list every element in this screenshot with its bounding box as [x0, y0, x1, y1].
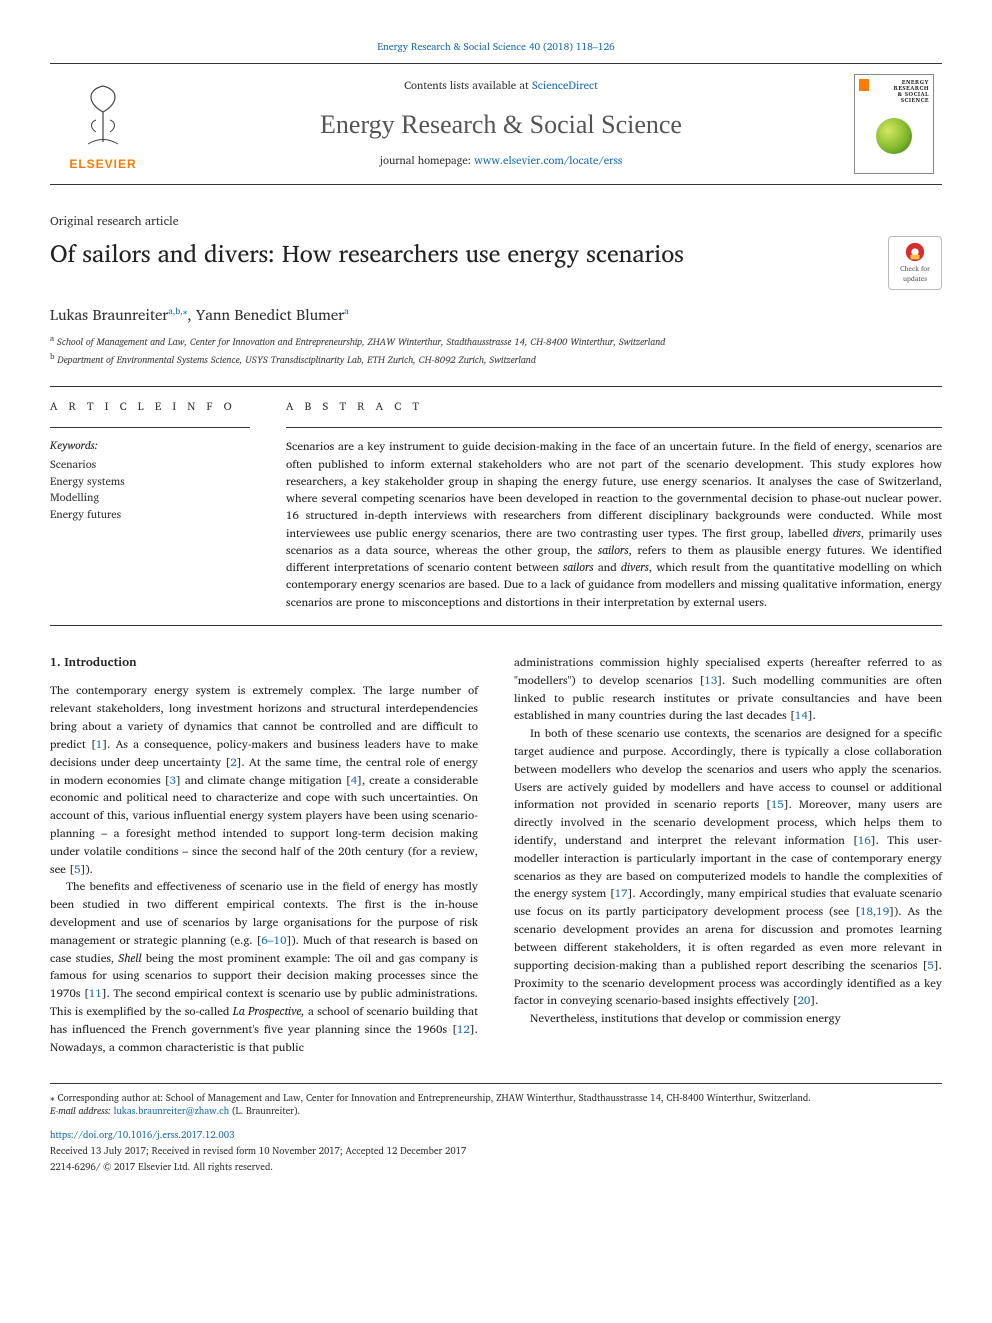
ref-link[interactable]: 17	[615, 884, 628, 903]
ref-link[interactable]: 15	[771, 795, 784, 814]
corr-email-link[interactable]: lukas.braunreiter@zhaw.ch	[114, 1104, 230, 1119]
footnotes: ⁎ Corresponding author at: School of Man…	[50, 1083, 942, 1175]
keywords-heading: Keywords:	[50, 438, 250, 454]
author-1-aff: a,b,	[168, 303, 183, 318]
running-header: Energy Research & Social Science 40 (201…	[50, 40, 942, 55]
ref-link[interactable]: 11	[89, 984, 102, 1003]
author-2-name: Yann Benedict Blumer	[196, 302, 344, 327]
cover-label: ENERGY RESEARCH & SOCIAL SCIENCE	[894, 79, 929, 104]
ref-link[interactable]: 12	[457, 1020, 470, 1039]
author-sep: ,	[187, 302, 196, 327]
body-text: ].	[808, 706, 816, 725]
affiliation-b: Department of Environmental Systems Scie…	[57, 353, 536, 368]
corresponding-author-note: ⁎ Corresponding author at: School of Man…	[50, 1092, 942, 1106]
crossmark-badge[interactable]: Check for updates	[888, 236, 942, 290]
abstract-em: divers	[621, 558, 649, 577]
body-paragraph: The benefits and effectiveness of scenar…	[50, 878, 478, 1056]
keyword-item: Scenarios	[50, 456, 250, 473]
left-column: 1. Introduction The contemporary energy …	[50, 654, 478, 1057]
ref-link[interactable]: 18,19	[860, 902, 889, 921]
crossmark-label: Check for updates	[900, 265, 930, 285]
elsevier-wordmark: ELSEVIER	[69, 156, 136, 173]
rule-below-abstract	[50, 625, 942, 626]
ref-link[interactable]: 14	[795, 706, 808, 725]
journal-homepage-line: journal homepage: www.elsevier.com/locat…	[162, 153, 840, 169]
body-text: Nevertheless, institutions that develop …	[530, 1009, 841, 1028]
journal-cover-thumb: ENERGY RESEARCH & SOCIAL SCIENCE	[854, 74, 934, 174]
affiliations: a School of Management and Law, Center f…	[50, 332, 942, 369]
contents-available-line: Contents lists available at ScienceDirec…	[162, 78, 840, 94]
cover-orb-icon	[876, 118, 912, 154]
abstract-label: A B S T R A C T	[286, 399, 942, 415]
elsevier-logo: ELSEVIER	[58, 74, 148, 174]
cover-e-icon	[859, 79, 869, 91]
body-paragraph: Nevertheless, institutions that develop …	[514, 1010, 942, 1028]
rule-abstract	[286, 427, 942, 428]
doi-link[interactable]: https://doi.org/10.1016/j.erss.2017.12.0…	[50, 1128, 234, 1143]
article-info-label: A R T I C L E I N F O	[50, 399, 250, 415]
contents-prefix: Contents lists available at	[404, 76, 532, 94]
article-type: Original research article	[50, 213, 942, 230]
body-em: Shell	[118, 949, 141, 968]
crossmark-icon	[904, 241, 926, 263]
elsevier-tree-icon	[68, 82, 138, 152]
author-2-aff: a	[344, 303, 349, 318]
abstract-em: sailors	[598, 541, 629, 560]
email-suffix: (L. Braunreiter).	[229, 1104, 300, 1119]
running-header-link[interactable]: Energy Research & Social Science 40 (201…	[377, 39, 615, 55]
journal-title: Energy Research & Social Science	[162, 106, 840, 144]
authors-line: Lukas Braunreitera,b,⁎, Yann Benedict Bl…	[50, 304, 942, 326]
paper-title: Of sailors and divers: How researchers u…	[50, 236, 888, 271]
body-em: La Prospective,	[233, 1002, 305, 1021]
keyword-item: Modelling	[50, 489, 250, 506]
body-text: ]).	[81, 860, 93, 879]
ref-link[interactable]: 13	[704, 671, 717, 690]
copyright-line: 2214-6296/ © 2017 Elsevier Ltd. All righ…	[50, 1161, 942, 1175]
rule-above-abstract	[50, 386, 942, 387]
abstract-body: Scenarios are a key instrument to guide …	[286, 438, 942, 611]
body-paragraph: administrations commission highly specia…	[514, 654, 942, 725]
author-1-name: Lukas Braunreiter	[50, 302, 168, 327]
ref-link[interactable]: 16	[858, 831, 871, 850]
body-paragraph: The contemporary energy system is extrem…	[50, 682, 478, 878]
email-label: E-mail address:	[50, 1104, 114, 1119]
body-text: ] and climate change mitigation [	[176, 771, 351, 790]
journal-homepage-link[interactable]: www.elsevier.com/locate/erss	[474, 151, 622, 169]
section-1-heading: 1. Introduction	[50, 654, 478, 673]
received-line: Received 13 July 2017; Received in revis…	[50, 1145, 942, 1159]
body-paragraph: In both of these scenario use contexts, …	[514, 725, 942, 1010]
ref-link[interactable]: 20	[797, 991, 810, 1010]
abstract-em: sailors	[563, 558, 594, 577]
body-text: ].	[810, 991, 818, 1010]
sciencedirect-link[interactable]: ScienceDirect	[532, 76, 598, 94]
journal-header: ELSEVIER Contents lists available at Sci…	[50, 63, 942, 185]
affiliation-a: School of Management and Law, Center for…	[57, 335, 665, 350]
ref-link[interactable]: 6–10	[261, 931, 286, 950]
abstract-em: divers	[833, 524, 861, 543]
body-columns: 1. Introduction The contemporary energy …	[50, 654, 942, 1057]
rule-info	[50, 427, 250, 428]
keyword-item: Energy systems	[50, 473, 250, 490]
keyword-item: Energy futures	[50, 506, 250, 523]
journal-home-prefix: journal homepage:	[380, 151, 474, 169]
abstract-text: and	[594, 558, 621, 577]
right-column: administrations commission highly specia…	[514, 654, 942, 1057]
keywords-list: Scenarios Energy systems Modelling Energ…	[50, 456, 250, 522]
